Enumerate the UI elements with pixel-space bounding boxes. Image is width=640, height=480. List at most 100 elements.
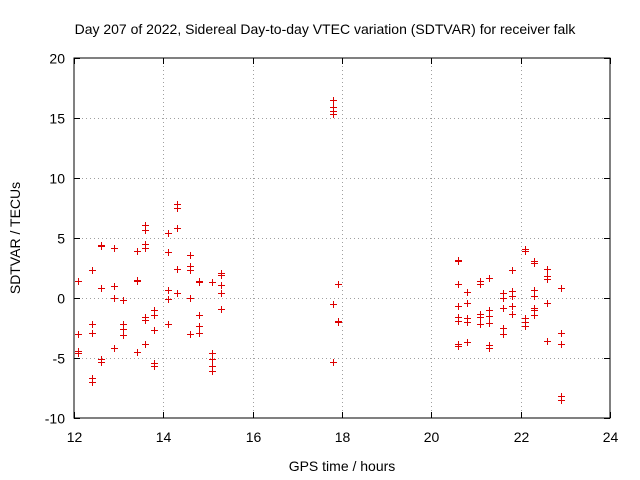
- data-point: [522, 248, 529, 255]
- data-point: [330, 97, 337, 104]
- y-axis-tick-labels: -10 -5 0 5 10 15 20: [45, 51, 65, 427]
- data-point: [196, 330, 203, 337]
- y-tick-label: 10: [49, 171, 65, 187]
- data-point: [98, 243, 105, 250]
- data-point: [187, 331, 194, 338]
- data-point: [111, 283, 118, 290]
- y-axis-label: SDTVAR / TECUs: [7, 182, 23, 294]
- data-point: [187, 252, 194, 259]
- data-point: [209, 350, 216, 357]
- data-point: [134, 278, 141, 285]
- data-point: [75, 278, 82, 285]
- data-point: [464, 319, 471, 326]
- grid-lines: [74, 58, 610, 418]
- data-point: [531, 260, 538, 267]
- data-point: [486, 275, 493, 282]
- data-point: [165, 249, 172, 256]
- data-point: [151, 312, 158, 319]
- data-point: [500, 325, 507, 332]
- data-point: [89, 321, 96, 328]
- data-point: [196, 279, 203, 286]
- data-point: [558, 330, 565, 337]
- data-point: [98, 359, 105, 366]
- axis-ticks: [74, 58, 611, 419]
- data-point: [486, 345, 493, 352]
- y-tick-label: 15: [49, 111, 65, 127]
- x-tick-label: 18: [335, 429, 351, 445]
- data-point: [509, 267, 516, 274]
- data-point: [464, 289, 471, 296]
- data-point: [134, 248, 141, 255]
- x-tick-label: 12: [67, 429, 83, 445]
- x-tick-label: 14: [156, 429, 172, 445]
- data-point: [134, 349, 141, 356]
- y-tick-label: 20: [49, 51, 65, 67]
- data-point: [455, 281, 462, 288]
- data-point: [455, 258, 462, 265]
- data-point: [111, 345, 118, 352]
- data-point: [120, 297, 127, 304]
- data-point: [486, 313, 493, 320]
- data-point: [174, 225, 181, 232]
- data-point: [209, 279, 216, 286]
- data-point: [544, 300, 551, 307]
- data-point: [165, 296, 172, 303]
- data-point: [477, 314, 484, 321]
- data-point: [165, 321, 172, 328]
- data-point: [486, 307, 493, 314]
- data-point: [218, 272, 225, 279]
- data-point: [187, 267, 194, 274]
- data-point: [174, 290, 181, 297]
- data-point: [142, 227, 149, 234]
- y-tick-label: -5: [53, 351, 66, 367]
- x-tick-label: 22: [514, 429, 530, 445]
- data-point: [218, 306, 225, 313]
- data-point: [544, 338, 551, 345]
- x-tick-label: 20: [424, 429, 440, 445]
- data-point: [142, 341, 149, 348]
- data-point: [330, 111, 337, 118]
- y-tick-label: -10: [45, 411, 65, 427]
- x-axis-tick-labels: 12 14 16 18 20 22 24: [67, 429, 619, 445]
- data-point: [218, 282, 225, 289]
- data-point: [477, 321, 484, 328]
- data-point: [509, 311, 516, 318]
- data-point: [335, 319, 342, 326]
- data-point: [477, 281, 484, 288]
- data-point: [464, 300, 471, 307]
- data-point: [174, 205, 181, 212]
- data-point: [455, 318, 462, 325]
- data-point: [165, 230, 172, 237]
- data-point: [544, 266, 551, 273]
- data-point: [464, 339, 471, 346]
- data-point: [111, 245, 118, 252]
- data-point: [531, 312, 538, 319]
- chart-title: Day 207 of 2022, Sidereal Day-to-day VTE…: [75, 21, 577, 37]
- data-point: [196, 312, 203, 319]
- x-axis-label: GPS time / hours: [289, 458, 396, 474]
- data-point: [120, 326, 127, 333]
- data-point: [209, 356, 216, 363]
- data-point: [75, 331, 82, 338]
- data-point: [522, 323, 529, 330]
- data-point: [531, 293, 538, 300]
- data-point: [335, 281, 342, 288]
- data-point: [89, 330, 96, 337]
- data-point: [544, 276, 551, 283]
- x-tick-label: 16: [246, 429, 262, 445]
- data-point: [75, 350, 82, 357]
- data-point: [531, 287, 538, 294]
- data-point: [486, 320, 493, 327]
- data-point: [500, 331, 507, 338]
- y-tick-label: 0: [57, 291, 65, 307]
- data-point: [455, 343, 462, 350]
- data-point: [142, 245, 149, 252]
- data-point: [209, 368, 216, 375]
- data-points: [75, 97, 565, 404]
- data-point: [151, 327, 158, 334]
- data-point: [174, 266, 181, 273]
- data-point: [142, 317, 149, 324]
- data-point: [196, 323, 203, 330]
- data-point: [89, 379, 96, 386]
